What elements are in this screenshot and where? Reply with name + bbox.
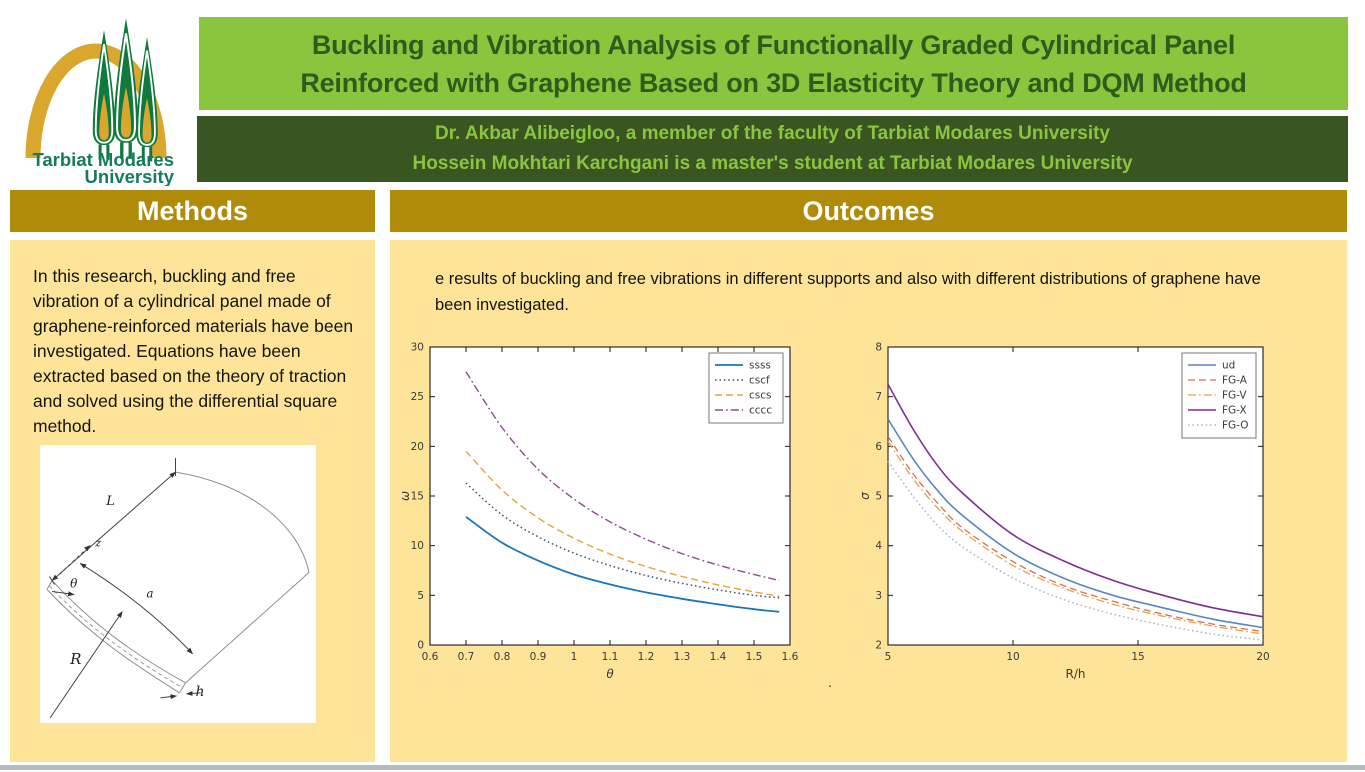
svg-text:0.7: 0.7 [458, 651, 475, 663]
svg-text:1.5: 1.5 [746, 651, 763, 663]
svg-text:R/h: R/h [1066, 667, 1086, 681]
methods-body-text: In this research, buckling and free vibr… [33, 266, 354, 436]
svg-text:2: 2 [875, 640, 882, 652]
cylindrical-panel-diagram: L z θ a R h [40, 445, 316, 723]
legend: ud FG-A FG-V FG-X FG-O [1181, 352, 1257, 439]
panel-band-bottom [46, 589, 180, 694]
panel-band-midline [48, 585, 183, 689]
dim-a-arc [79, 562, 193, 655]
legend: ssss cscf cscs cccc [708, 352, 784, 424]
outcomes-heading-label: Outcomes [802, 195, 935, 226]
svg-text:cccc: cccc [749, 405, 772, 417]
svg-text:θ: θ [606, 667, 614, 681]
stray-dot: . [828, 674, 833, 691]
svg-text:5: 5 [417, 590, 424, 602]
svg-text:1: 1 [571, 651, 578, 663]
svg-text:0.6: 0.6 [422, 651, 439, 663]
cylindrical-panel-diagram-svg: L z θ a R h [46, 458, 310, 719]
dim-theta-arrow [51, 591, 75, 597]
svg-text:1.6: 1.6 [782, 651, 799, 663]
series-FG-X-line [887, 383, 1264, 618]
axis-ticks [429, 346, 791, 646]
svg-text:3: 3 [875, 590, 882, 602]
svg-text:ssss: ssss [749, 360, 771, 372]
svg-text:0: 0 [417, 640, 424, 652]
panel-outer-arc [175, 471, 310, 573]
svg-text:cscs: cscs [749, 390, 772, 402]
label-theta: θ [70, 577, 78, 591]
poster-title: Buckling and Vibration Analysis of Funct… [300, 29, 1247, 98]
svg-text:cscf: cscf [749, 375, 770, 387]
svg-text:FG-A: FG-A [1222, 375, 1248, 387]
author-line-2: Hossein Mokhtari Karchgani is a master's… [412, 152, 1133, 174]
series-FG-V-line [887, 441, 1264, 635]
svg-text:0.8: 0.8 [494, 651, 511, 663]
dim-R-line [49, 611, 123, 719]
chart-frequency-vs-theta: 0.6 0.7 0.8 0.9 1 1.1 1.2 1.3 1.4 1.5 1.6 0 5 10 15 20 2… [398, 342, 799, 682]
panel-right-edge [185, 572, 310, 684]
svg-text:0.9: 0.9 [530, 651, 547, 663]
methods-heading: Methods [10, 190, 375, 232]
svg-text:15: 15 [1131, 651, 1144, 663]
svg-text:σ: σ [858, 492, 872, 500]
series-FG-A-line [887, 436, 1264, 633]
label-R: R [69, 650, 81, 668]
svg-text:20: 20 [1256, 651, 1269, 663]
svg-text:1.4: 1.4 [710, 651, 727, 663]
poster-title-bar: Buckling and Vibration Analysis of Funct… [199, 17, 1348, 110]
svg-text:10: 10 [1006, 651, 1019, 663]
axis-z-line [54, 544, 91, 579]
series-ssss-line [465, 516, 780, 613]
svg-text:7: 7 [875, 391, 882, 403]
panel-band-left-cap [46, 580, 53, 590]
svg-text:FG-O: FG-O [1222, 420, 1249, 432]
svg-text:FG-X: FG-X [1222, 405, 1247, 417]
university-logo-icon: Tarbiat Modares University [25, 16, 175, 187]
label-z: z [94, 536, 101, 549]
logo-text-line2: University [85, 166, 175, 186]
svg-text:FG-V: FG-V [1222, 390, 1247, 402]
svg-text:8: 8 [875, 342, 882, 354]
university-logo: Tarbiat Modares University [0, 0, 207, 187]
svg-text:6: 6 [875, 441, 882, 453]
label-h: h [196, 684, 205, 700]
series-cscs-line [465, 450, 780, 597]
methods-heading-label: Methods [137, 195, 248, 226]
svg-text:ω: ω [398, 491, 412, 501]
svg-text:25: 25 [411, 391, 424, 403]
outcomes-content-box: e results of buckling and free vibration… [390, 240, 1347, 762]
dim-L-line [51, 471, 176, 581]
svg-text:30: 30 [411, 342, 424, 354]
label-a: a [146, 587, 153, 601]
series-FG-O-line [887, 460, 1264, 641]
svg-text:5: 5 [885, 651, 892, 663]
dim-h-arrow-right [186, 690, 201, 696]
svg-text:1.2: 1.2 [638, 651, 655, 663]
svg-text:5: 5 [875, 491, 882, 503]
series-ud-line [887, 418, 1264, 629]
svg-text:1.3: 1.3 [674, 651, 691, 663]
author-bar: Dr. Akbar Alibeigloo, a member of the fa… [197, 116, 1348, 182]
label-L: L [105, 494, 115, 509]
svg-text:1.1: 1.1 [602, 651, 619, 663]
svg-text:10: 10 [411, 540, 424, 552]
svg-text:20: 20 [411, 441, 424, 453]
panel-band-right-cap [179, 682, 186, 694]
outcomes-heading: Outcomes [390, 190, 1347, 232]
methods-content-box: In this research, buckling and free vibr… [10, 240, 375, 762]
axis-ticks [887, 346, 1264, 646]
logo-text-line1: Tarbiat Modares [32, 149, 174, 170]
dim-h-arrow-left [160, 694, 177, 700]
series-cccc-line [465, 371, 780, 582]
chart-sigma-vs-rh: 5 10 15 20 2 3 4 5 6 7 8 R/h σ ud FG-A FG-V FG-X FG-O [858, 342, 1270, 682]
outcomes-body-text: e results of buckling and free vibration… [435, 270, 1261, 314]
svg-text:4: 4 [875, 540, 882, 552]
dim-L-tick2 [49, 576, 56, 585]
svg-text:ud: ud [1222, 360, 1235, 372]
bottom-strip [0, 765, 1365, 770]
author-line-1: Dr. Akbar Alibeigloo, a member of the fa… [434, 123, 1110, 145]
svg-text:15: 15 [411, 491, 424, 503]
logo-trees-icon [91, 16, 159, 163]
